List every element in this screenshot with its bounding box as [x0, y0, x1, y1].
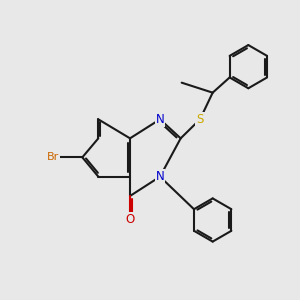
Text: Br: Br — [46, 152, 59, 162]
Text: O: O — [125, 213, 135, 226]
Text: S: S — [196, 113, 204, 126]
Text: N: N — [156, 170, 164, 183]
Text: N: N — [156, 113, 164, 126]
